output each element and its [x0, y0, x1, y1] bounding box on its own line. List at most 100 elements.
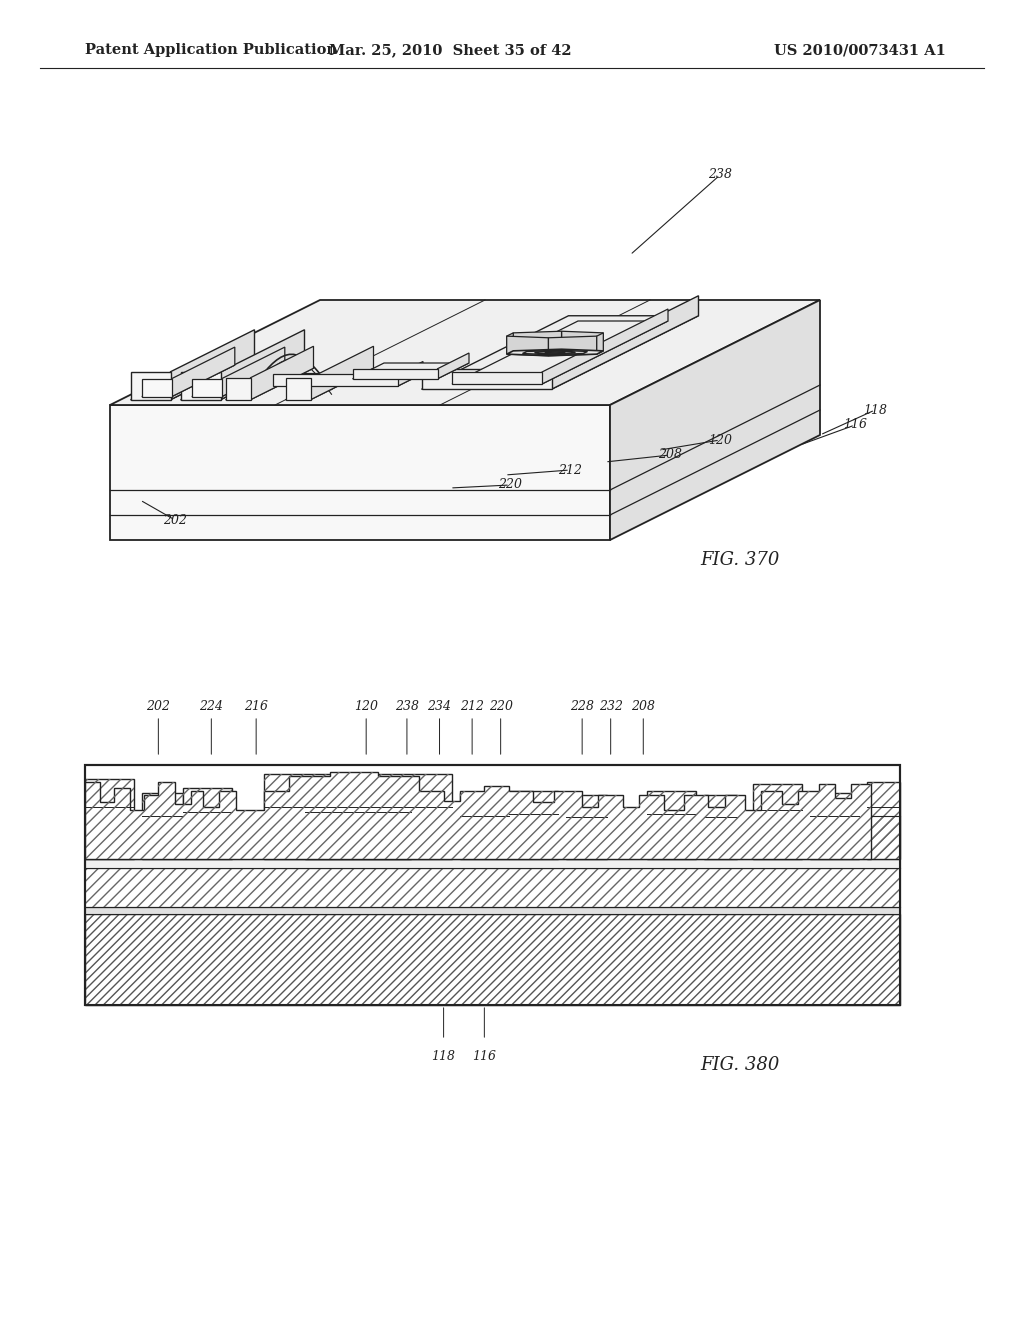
Polygon shape: [452, 321, 668, 384]
Polygon shape: [272, 374, 423, 385]
Bar: [305, 788, 411, 858]
Text: US 2010/0073431 A1: US 2010/0073431 A1: [774, 44, 946, 57]
Polygon shape: [272, 374, 397, 385]
Bar: [566, 795, 606, 858]
Text: 220: 220: [488, 700, 513, 713]
Polygon shape: [535, 351, 575, 354]
Polygon shape: [397, 362, 423, 385]
Bar: [867, 781, 900, 858]
Polygon shape: [130, 372, 171, 400]
Polygon shape: [141, 379, 172, 396]
Text: 118: 118: [863, 404, 887, 417]
Bar: [85, 817, 900, 858]
Bar: [85, 869, 900, 907]
Polygon shape: [610, 300, 820, 540]
Bar: [85, 779, 134, 858]
Polygon shape: [422, 370, 552, 389]
Bar: [85, 779, 134, 858]
Polygon shape: [220, 330, 304, 400]
Polygon shape: [172, 347, 234, 396]
Text: Mar. 25, 2010  Sheet 35 of 42: Mar. 25, 2010 Sheet 35 of 42: [329, 44, 571, 57]
Polygon shape: [561, 331, 603, 351]
Polygon shape: [222, 347, 285, 396]
Polygon shape: [225, 378, 251, 400]
Bar: [85, 766, 900, 1005]
Bar: [810, 793, 859, 858]
Text: 224: 224: [200, 700, 223, 713]
Text: 208: 208: [631, 700, 655, 713]
Polygon shape: [507, 337, 549, 356]
Text: 116: 116: [843, 418, 867, 432]
Polygon shape: [422, 315, 698, 389]
Polygon shape: [286, 368, 374, 400]
Bar: [705, 795, 737, 858]
Polygon shape: [452, 372, 542, 384]
Text: 212: 212: [460, 700, 484, 713]
Text: 238: 238: [395, 700, 419, 713]
Polygon shape: [225, 368, 313, 400]
Text: 234: 234: [428, 700, 452, 713]
Polygon shape: [522, 350, 588, 355]
Bar: [754, 784, 802, 858]
Polygon shape: [286, 378, 310, 400]
Text: 216: 216: [244, 700, 268, 713]
Polygon shape: [513, 331, 561, 351]
Text: 212: 212: [558, 463, 582, 477]
Polygon shape: [352, 363, 469, 379]
Text: 202: 202: [146, 700, 170, 713]
Bar: [85, 869, 900, 907]
Bar: [85, 766, 900, 1005]
Bar: [264, 775, 452, 858]
Bar: [85, 858, 900, 869]
Polygon shape: [437, 352, 469, 379]
Polygon shape: [141, 366, 234, 396]
Polygon shape: [310, 346, 374, 400]
Bar: [509, 791, 558, 858]
Bar: [705, 795, 737, 858]
Bar: [142, 793, 183, 858]
Bar: [566, 795, 606, 858]
Text: 202: 202: [163, 513, 187, 527]
Text: 220: 220: [498, 479, 522, 491]
Polygon shape: [171, 330, 255, 400]
Polygon shape: [85, 772, 871, 858]
Bar: [183, 788, 231, 858]
Bar: [183, 788, 231, 858]
Polygon shape: [597, 333, 603, 354]
Text: 120: 120: [708, 433, 732, 446]
Polygon shape: [110, 405, 610, 540]
Bar: [754, 784, 802, 858]
Bar: [460, 793, 509, 858]
Text: 208: 208: [658, 449, 682, 462]
Polygon shape: [191, 379, 222, 396]
Bar: [647, 791, 696, 858]
Text: 116: 116: [472, 1049, 497, 1063]
Polygon shape: [180, 358, 304, 400]
Bar: [647, 791, 696, 858]
Bar: [142, 793, 183, 858]
Text: FIG. 370: FIG. 370: [700, 550, 779, 569]
Polygon shape: [191, 366, 285, 396]
Bar: [509, 791, 558, 858]
Polygon shape: [352, 368, 437, 379]
Polygon shape: [110, 300, 820, 405]
Bar: [85, 817, 900, 858]
Bar: [85, 913, 900, 1005]
Text: 238: 238: [708, 169, 732, 181]
Text: Patent Application Publication: Patent Application Publication: [85, 44, 337, 57]
Bar: [810, 793, 859, 858]
Text: 120: 120: [354, 700, 378, 713]
Text: 228: 228: [570, 700, 594, 713]
Bar: [85, 913, 900, 1005]
Text: FIG. 380: FIG. 380: [700, 1056, 779, 1074]
Polygon shape: [552, 296, 698, 389]
Bar: [85, 907, 900, 913]
Polygon shape: [130, 358, 255, 400]
Polygon shape: [542, 309, 668, 384]
Text: 118: 118: [431, 1049, 456, 1063]
Text: 232: 232: [599, 700, 623, 713]
Polygon shape: [507, 350, 603, 356]
Bar: [305, 788, 411, 858]
Polygon shape: [251, 346, 313, 400]
Bar: [264, 775, 452, 858]
